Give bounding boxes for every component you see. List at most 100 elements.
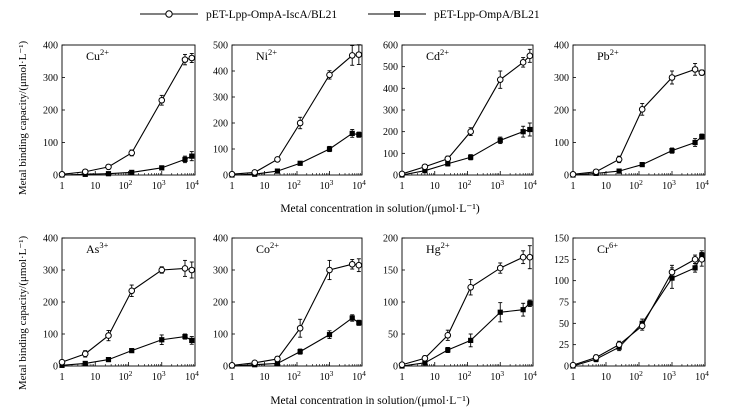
series-control: [399, 122, 533, 178]
data-point-square: [189, 153, 195, 159]
x-tick-label: 103: [490, 178, 504, 192]
data-point-circle: [251, 359, 259, 367]
data-point-square: [326, 146, 333, 152]
data-point-circle: [467, 283, 474, 291]
data-point-circle: [181, 265, 189, 272]
data-point-circle: [326, 266, 333, 274]
data-point-square: [182, 333, 188, 340]
x-tick-label: 104: [185, 178, 199, 192]
y-tick-label: 0: [53, 362, 58, 373]
plot-frame: [61, 44, 196, 176]
series-control: [570, 250, 705, 369]
y-tick-label: 100: [383, 298, 398, 309]
data-point-circle: [467, 128, 474, 135]
y-tick-label: 600: [383, 41, 398, 52]
x-tick-label: 10: [260, 372, 270, 383]
y-tick-label: 300: [43, 266, 58, 277]
data-point-square: [520, 307, 526, 313]
plot-frame: [231, 237, 363, 367]
y-tick-label: 400: [213, 234, 228, 245]
data-point-square: [616, 168, 622, 174]
panel-hg: 0 50 100 150 200 1 10 102 103 104 Hg2+: [383, 234, 537, 384]
data-point-circle: [519, 59, 527, 66]
data-point-circle: [519, 253, 527, 261]
data-point-square: [297, 349, 303, 355]
series-line: [231, 54, 359, 175]
x-tick-label: 10: [430, 181, 440, 192]
panel-cu: 0 100 200 300 400 1 10 102 103 104 Cu2+: [43, 41, 199, 193]
series-iscA: [569, 252, 706, 369]
series-line: [231, 317, 360, 367]
data-point-square: [520, 129, 526, 135]
data-point-square: [692, 265, 698, 271]
data-point-square: [445, 161, 451, 167]
plot-frame: [231, 44, 363, 176]
y-axis-title-top: Metal binding capacity/(μmol·L⁻¹): [17, 41, 29, 196]
data-point-circle: [274, 355, 281, 363]
x-tick-label: 10: [601, 181, 611, 192]
y-tick-label: 300: [554, 73, 569, 84]
data-point-circle: [691, 66, 699, 73]
data-point-circle: [444, 155, 452, 163]
y-tick-label: 0: [53, 171, 58, 182]
data-point-circle: [398, 361, 406, 369]
panel-title: Co2+: [256, 240, 279, 256]
y-tick-label: 200: [383, 127, 398, 138]
data-point-square: [468, 154, 474, 160]
x-tick-label: 102: [287, 369, 301, 383]
panel-pb: 0 100 200 300 400 1 10 102 103 104 Pb2+: [554, 41, 709, 193]
y-tick-label: 0: [564, 171, 569, 182]
series-iscA: [398, 48, 534, 178]
data-point-circle: [274, 156, 281, 163]
y-tick-label: 150: [554, 234, 569, 245]
data-point-circle: [81, 168, 89, 176]
data-point-circle: [348, 260, 356, 268]
y-tick-label: 500: [383, 62, 398, 73]
data-point-circle: [228, 362, 236, 369]
y-tick-label: 100: [213, 145, 228, 156]
data-point-circle: [128, 287, 136, 295]
data-point-square: [274, 168, 281, 174]
series-iscA: [58, 53, 196, 178]
series-line: [572, 136, 703, 176]
data-point-circle: [398, 170, 406, 178]
panel-title: As3+: [86, 240, 109, 256]
x-tick-label: 104: [523, 178, 537, 192]
x-tick-label: 1: [60, 181, 65, 192]
data-point-square: [129, 169, 135, 175]
data-point-circle: [296, 324, 304, 332]
series-control: [399, 299, 533, 369]
data-point-circle: [105, 163, 112, 171]
x-tick-label: 102: [458, 178, 472, 192]
data-point-square: [82, 360, 88, 367]
y-axis-title-bottom: Metal binding capacity/(μmol·L⁻¹): [17, 236, 29, 391]
data-point-circle: [355, 261, 363, 269]
x-tick-label: 1: [571, 372, 576, 383]
x-tick-label: 1: [400, 372, 405, 383]
panel-title: Pb2+: [597, 47, 619, 63]
data-point-square: [692, 139, 698, 146]
y-tick-label: 100: [43, 138, 58, 149]
series-line: [401, 302, 531, 367]
data-point-circle: [348, 52, 356, 59]
data-point-square: [527, 126, 533, 133]
series-line: [401, 55, 531, 175]
data-point-square: [468, 337, 474, 343]
x-tick-label: 102: [287, 178, 301, 192]
data-point-square: [105, 357, 112, 363]
panel-title: Hg2+: [426, 240, 450, 256]
data-point-circle: [698, 69, 706, 76]
x-tick-label: 10: [430, 372, 440, 383]
y-tick-label: 100: [554, 138, 569, 149]
x-axis-title-top: Metal concentration in solution/(μmol·L⁻…: [280, 203, 479, 215]
y-tick-label: 50: [559, 319, 569, 330]
data-point-circle: [526, 52, 534, 60]
data-point-circle: [592, 168, 600, 176]
x-tick-label: 1: [400, 181, 405, 192]
legend: pET-Lpp-OmpA-IscA/BL21 pET-Lpp-OmpA/BL21: [140, 9, 540, 21]
y-tick-label: 0: [223, 362, 228, 373]
data-point-square: [129, 348, 135, 354]
series-line: [61, 267, 192, 363]
